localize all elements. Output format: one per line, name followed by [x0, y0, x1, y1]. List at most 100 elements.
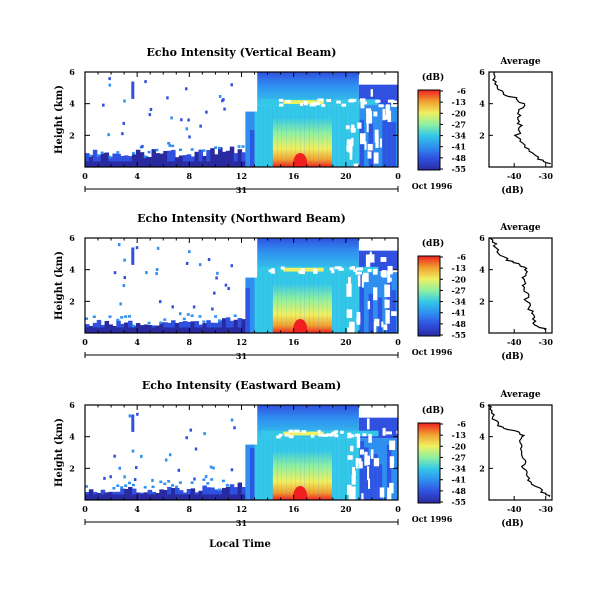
- x-tick-label: 20: [340, 171, 352, 181]
- gap: [345, 125, 350, 130]
- gap: [278, 433, 283, 437]
- echo-cell: [241, 327, 247, 333]
- gap: [300, 271, 306, 275]
- echo-cell: [214, 146, 218, 149]
- gap: [387, 265, 393, 273]
- gap: [358, 461, 363, 469]
- echo-cell: [186, 321, 192, 333]
- echo-cell: [164, 458, 168, 462]
- colorbar-tick-label: -34: [452, 131, 467, 141]
- echo-cell: [151, 327, 157, 333]
- echo-cell: [108, 161, 113, 167]
- echo-cell: [167, 486, 172, 500]
- gap: [313, 268, 318, 272]
- echo-cell: [229, 146, 235, 167]
- echo-cell: [174, 485, 178, 489]
- echo-cell: [199, 124, 202, 128]
- echo-cell: [104, 152, 110, 167]
- echo-cell: [143, 155, 147, 158]
- gap: [391, 311, 397, 316]
- echo-cell: [194, 327, 200, 333]
- echo-cell: [85, 153, 90, 167]
- echo-cell: [221, 494, 227, 500]
- echo-cell: [221, 479, 225, 483]
- echo-column: [336, 271, 342, 333]
- bright-band-core: [283, 431, 324, 436]
- echo-cell: [108, 77, 111, 81]
- echo-column: [281, 105, 287, 167]
- echo-cell: [210, 487, 215, 500]
- gap: [244, 405, 258, 445]
- x-tick-label: 0: [395, 171, 401, 181]
- echo-cell: [194, 447, 198, 451]
- echo-cell: [210, 494, 215, 500]
- echo-cell: [159, 161, 164, 167]
- echo-cell: [100, 161, 106, 167]
- gap: [381, 270, 387, 278]
- x-tick-label: 8: [187, 504, 193, 514]
- echo-cell: [218, 488, 222, 491]
- gap: [303, 100, 308, 104]
- echo-cell: [131, 324, 135, 328]
- echo-column: [249, 130, 255, 167]
- echo-cell: [139, 152, 145, 167]
- echo-cell: [224, 283, 228, 287]
- echo-column: [373, 297, 378, 333]
- echo-cell: [198, 149, 203, 167]
- echo-cell: [214, 154, 219, 167]
- echo-cell: [237, 318, 243, 333]
- gap: [375, 99, 381, 103]
- echo-column: [386, 121, 392, 167]
- gap: [378, 104, 384, 108]
- echo-cell: [171, 144, 175, 148]
- colorbar-tick-label: -27: [452, 285, 466, 295]
- echo-cell: [237, 482, 243, 500]
- gap: [348, 143, 353, 153]
- echo-cell: [141, 144, 144, 148]
- echo-cell: [237, 494, 243, 500]
- echo-cell: [120, 494, 125, 500]
- echo-cell: [135, 149, 141, 167]
- echo-cell: [182, 327, 188, 333]
- echo-column: [245, 109, 250, 167]
- echo-cell: [120, 486, 124, 489]
- x-tick-label: 12: [236, 337, 247, 347]
- echo-cell: [124, 315, 128, 318]
- echo-cell: [100, 327, 106, 333]
- average-y-tick-label: 2: [479, 296, 485, 306]
- echo-column: [323, 271, 328, 333]
- gap: [367, 300, 371, 310]
- colorbar: [417, 255, 441, 337]
- echo-cell: [88, 161, 94, 167]
- echo-column: [254, 438, 260, 500]
- echo-cell: [241, 486, 247, 500]
- gap: [280, 266, 285, 270]
- y-axis-label: Height (km): [54, 418, 65, 487]
- colorbar: [417, 89, 441, 171]
- echo-cell: [116, 151, 120, 154]
- echo-cell: [190, 148, 194, 151]
- echo-column: [341, 438, 346, 500]
- gap: [365, 108, 372, 114]
- echo-cell: [159, 327, 164, 333]
- echo-column: [345, 271, 351, 333]
- echo-cell: [116, 318, 120, 322]
- echo-cell: [163, 150, 168, 167]
- echo-cell: [139, 494, 145, 500]
- panel-3: Echo Intensity (Eastward Beam) 0 4 8 12 16 20 0…: [54, 379, 553, 529]
- echo-cell: [103, 476, 106, 480]
- echo-cell: [194, 494, 200, 500]
- echo-cell: [207, 258, 211, 262]
- echo-column: [359, 274, 364, 333]
- echo-cell: [131, 81, 135, 99]
- echo-cell: [159, 480, 163, 484]
- gap: [362, 433, 367, 437]
- colorbar-tick-label: -13: [452, 430, 467, 440]
- echo-column: [386, 444, 392, 500]
- echo-cell: [198, 161, 203, 167]
- echo-cell: [112, 486, 116, 490]
- echo-cell: [108, 327, 113, 333]
- echo-column: [313, 438, 319, 500]
- echo-cell: [233, 319, 239, 333]
- echo-cell: [85, 317, 88, 320]
